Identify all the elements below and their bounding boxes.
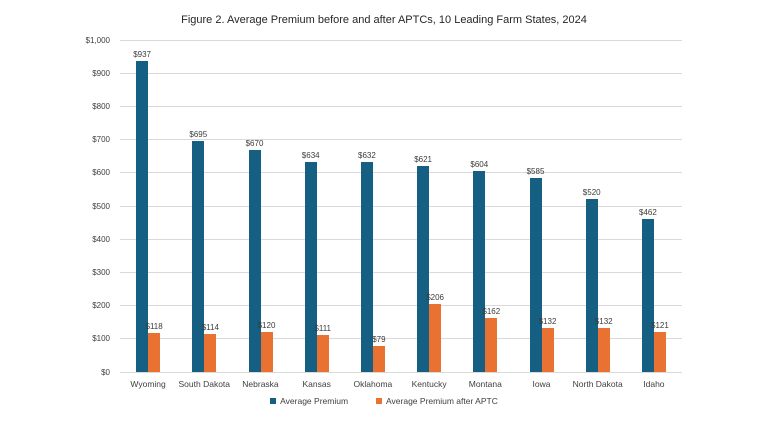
bar-average-premium	[360, 162, 373, 372]
data-label: $604	[470, 160, 489, 170]
y-axis-tick-label: $400	[92, 234, 110, 244]
bar-average-premium-after-aptc	[541, 328, 554, 372]
bar-average-premium	[304, 161, 317, 372]
y-axis-tick-label: $800	[92, 101, 110, 111]
data-label: $937	[133, 49, 151, 59]
bar-average-premium-after-aptc	[316, 335, 329, 372]
data-label: $132	[538, 317, 557, 327]
bar-average-premium-after-aptc	[260, 332, 273, 372]
bar-average-premium	[136, 60, 149, 372]
data-label: $206	[426, 292, 444, 302]
gridline	[120, 305, 682, 307]
y-axis-tick-label: $900	[92, 68, 110, 78]
gridline	[120, 39, 682, 41]
legend-marker	[376, 398, 383, 404]
data-label: $120	[257, 321, 276, 331]
bar-average-premium-after-aptc	[653, 331, 666, 372]
legend-label: Average Premium after APTC	[386, 396, 498, 406]
y-axis-tick-label: $500	[92, 201, 110, 211]
x-axis-label: Nebraska	[242, 379, 279, 389]
legend: Average Premium Average Premium after APT…	[0, 396, 768, 406]
bar-average-premium-after-aptc	[148, 332, 161, 372]
y-axis-tick-label: $300	[92, 267, 110, 277]
y-axis-tick-label: $1,000	[85, 35, 110, 45]
bar-average-premium	[248, 149, 261, 372]
data-label: $121	[650, 320, 669, 330]
gridline	[120, 271, 682, 273]
x-axis-label: Kansas	[302, 379, 331, 389]
gridline	[120, 105, 682, 107]
y-axis-tick-label: $100	[92, 334, 110, 344]
gridline	[120, 338, 682, 340]
x-axis-label: Iowa	[532, 379, 551, 389]
x-axis-label: Kentucky	[411, 379, 447, 389]
data-label: $634	[301, 150, 320, 160]
gridline	[120, 371, 682, 373]
bar-average-premium	[641, 218, 654, 372]
x-axis-label: North Dakota	[572, 379, 623, 389]
bar-average-premium	[585, 199, 598, 372]
data-label: $118	[145, 321, 163, 331]
bar-average-premium-after-aptc	[204, 334, 217, 372]
data-label: $520	[582, 188, 601, 198]
data-label: $114	[201, 323, 219, 333]
data-label: $621	[414, 154, 432, 164]
y-axis-tick-label: $200	[92, 301, 110, 311]
y-axis-tick-label: $0	[101, 367, 110, 377]
legend-item: Average Premium	[270, 396, 348, 406]
bar-average-premium-after-aptc	[372, 345, 385, 372]
legend-item: Average Premium after APTC	[376, 396, 498, 406]
plot-area: $937 $118 $695 $114 $670 $120 $634 $111 $632 $79 $…	[120, 39, 682, 373]
bar-average-premium	[529, 177, 542, 372]
bar-average-premium	[192, 141, 205, 372]
chart-title: Figure 2. Average Premium before and aft…	[181, 14, 587, 26]
y-axis-tick-label: $600	[92, 168, 110, 178]
data-label: $585	[526, 166, 545, 176]
data-label: $111	[314, 324, 331, 334]
bar-average-premium	[417, 165, 430, 372]
bar-average-premium	[473, 171, 486, 372]
legend-marker	[270, 398, 277, 404]
x-axis-label: Wyoming	[130, 379, 166, 389]
x-axis-label: Montana	[468, 379, 502, 389]
bar-average-premium-after-aptc	[485, 318, 498, 372]
gridline	[120, 205, 682, 207]
data-label: $162	[482, 307, 501, 317]
gridline	[120, 172, 682, 174]
legend-label: Average Premium	[280, 396, 349, 406]
bar-average-premium-after-aptc	[429, 303, 442, 372]
data-label: $79	[372, 334, 386, 344]
gridline	[120, 238, 682, 240]
gridline	[120, 72, 682, 74]
data-label: $132	[594, 317, 613, 327]
gridline	[120, 139, 682, 141]
data-label: $632	[357, 151, 376, 161]
data-label: $462	[638, 207, 657, 217]
data-label: $695	[189, 130, 208, 140]
x-axis-label: South Dakota	[178, 379, 231, 389]
bar-average-premium-after-aptc	[597, 328, 610, 372]
data-label: $670	[245, 138, 264, 148]
y-axis-tick-label: $700	[92, 135, 110, 145]
x-axis-label: Idaho	[643, 379, 665, 389]
x-axis-label: Oklahoma	[353, 379, 393, 389]
